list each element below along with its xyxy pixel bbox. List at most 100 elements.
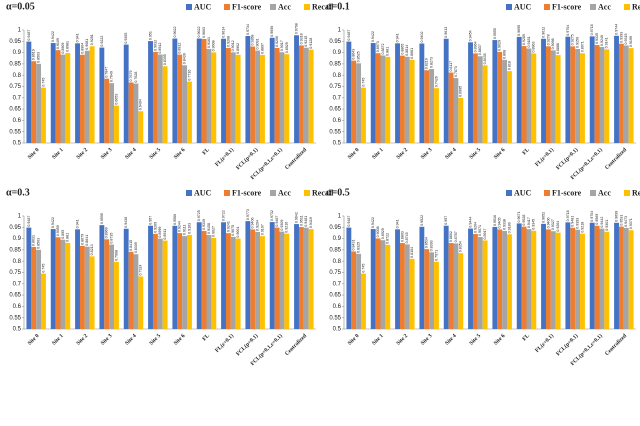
value-label: 0.9081 (85, 39, 89, 50)
value-label: 0.9622 (173, 27, 177, 38)
value-label: 0.7716 (187, 70, 191, 81)
value-label: 0.745 (41, 78, 45, 87)
y-tick-label: 0.5 (333, 141, 342, 147)
x-tick-label: Site 4 (124, 333, 138, 347)
bar (177, 233, 183, 329)
value-label: 0.9098 (551, 38, 555, 49)
value-label: 0.8431 (352, 239, 356, 250)
bar (356, 63, 362, 143)
bar (380, 240, 386, 329)
bar (594, 225, 600, 329)
legend-label: Recall (312, 2, 334, 11)
chart-title: α=0.3 (6, 187, 30, 198)
y-tick-label: 0.6 (333, 304, 342, 310)
bar (409, 258, 415, 329)
bar (395, 43, 400, 143)
value-label: 0.9695 (517, 25, 521, 36)
bar (375, 53, 381, 143)
value-label: 0.881 (386, 47, 390, 56)
value-label: 0.8104 (410, 247, 414, 258)
value-label: 0.9481 (304, 216, 308, 227)
value-label: 0.7847 (105, 67, 109, 78)
x-tick-label: FL(ε=0.1) (214, 332, 236, 354)
value-label: 0.9528 (522, 215, 526, 226)
y-tick-label: 0.95 (329, 225, 341, 231)
bar (225, 233, 231, 329)
bar (516, 223, 522, 329)
value-label: 0.9309 (280, 220, 284, 231)
value-label: 0.9294 (256, 220, 260, 231)
bar (570, 46, 576, 144)
bar (521, 46, 527, 143)
bar (206, 48, 212, 144)
bar (65, 53, 71, 143)
bar (133, 83, 139, 143)
value-label: 0.9017 (280, 40, 284, 51)
y-tick-label: 0.5 (13, 141, 22, 147)
y-tick-label: 1 (18, 28, 22, 34)
bar (196, 222, 202, 329)
bar (395, 229, 400, 329)
x-tick-label: Site 6 (173, 333, 187, 347)
bar (531, 230, 537, 329)
bar (580, 233, 585, 329)
value-label: 0.9091 (256, 39, 260, 50)
bar (245, 36, 251, 144)
legend-label: F1-score (552, 188, 582, 197)
x-tick-label: FL(ε=0.1) (534, 332, 556, 354)
y-tick-label: 0.85 (9, 247, 21, 253)
y-tick-label: 0.8 (333, 73, 342, 79)
value-label: 0.8787 (454, 231, 458, 242)
y-tick-label: 0.95 (329, 39, 341, 45)
bar (128, 82, 134, 143)
bar (50, 229, 56, 329)
legend-label: F1-score (232, 188, 262, 197)
value-label: 0.9406 (251, 217, 255, 228)
x-tick-label: FL(ε=0.1) (534, 146, 556, 168)
y-tick-label: 0.9 (333, 236, 342, 242)
value-label: 0.9442 (600, 217, 604, 228)
legend-swatch (544, 4, 550, 10)
bar (370, 229, 376, 329)
value-label: 0.881 (66, 233, 70, 242)
chart: α=0.1 0.5 0.55 0.6 0.65 0.7 0.75 0.8 0.85 0.9 0.95… (326, 1, 640, 181)
x-tick-label: Site 0 (27, 147, 41, 161)
bar (424, 249, 430, 329)
value-label: 0.8395 (163, 54, 167, 65)
value-label: 0.9642 (294, 212, 298, 223)
value-label: 0.9008 (376, 226, 380, 237)
legend-label: AUC (194, 188, 212, 197)
y-tick-label: 0.5 (13, 327, 22, 333)
bar (399, 243, 405, 329)
value-label: 0.9315 (624, 33, 628, 44)
bar (260, 236, 265, 329)
y-tick-label: 0.7 (333, 281, 342, 287)
legend-swatch (224, 190, 230, 196)
x-tick-label: FL(ε=0.1) (214, 146, 236, 168)
value-label: 0.9732 (270, 210, 274, 221)
bar (75, 43, 80, 143)
bar (623, 227, 629, 329)
value-label: 0.8681 (410, 48, 414, 59)
bar (162, 240, 168, 329)
bar (152, 51, 158, 143)
bar (235, 238, 241, 329)
value-label: 0.9417 (527, 217, 531, 228)
x-tick-label: Site 0 (347, 147, 361, 161)
bar (521, 226, 527, 329)
bar (269, 222, 275, 329)
value-label: 0.941 (395, 219, 399, 228)
value-label: 0.8643 (352, 49, 356, 60)
bar (623, 45, 629, 143)
bar (351, 251, 357, 329)
bar (453, 243, 459, 329)
value-label: 0.9215 (304, 36, 308, 47)
value-label: 0.8393 (430, 240, 434, 251)
value-label: 0.9264 (556, 221, 560, 232)
value-label: 0.9718 (590, 24, 594, 35)
value-label: 0.9029 (498, 40, 502, 51)
value-label: 0.9725 (197, 210, 201, 221)
value-label: 0.9613 (444, 27, 448, 38)
value-label: 0.7873 (454, 66, 458, 77)
value-label: 0.9222 (100, 36, 104, 47)
